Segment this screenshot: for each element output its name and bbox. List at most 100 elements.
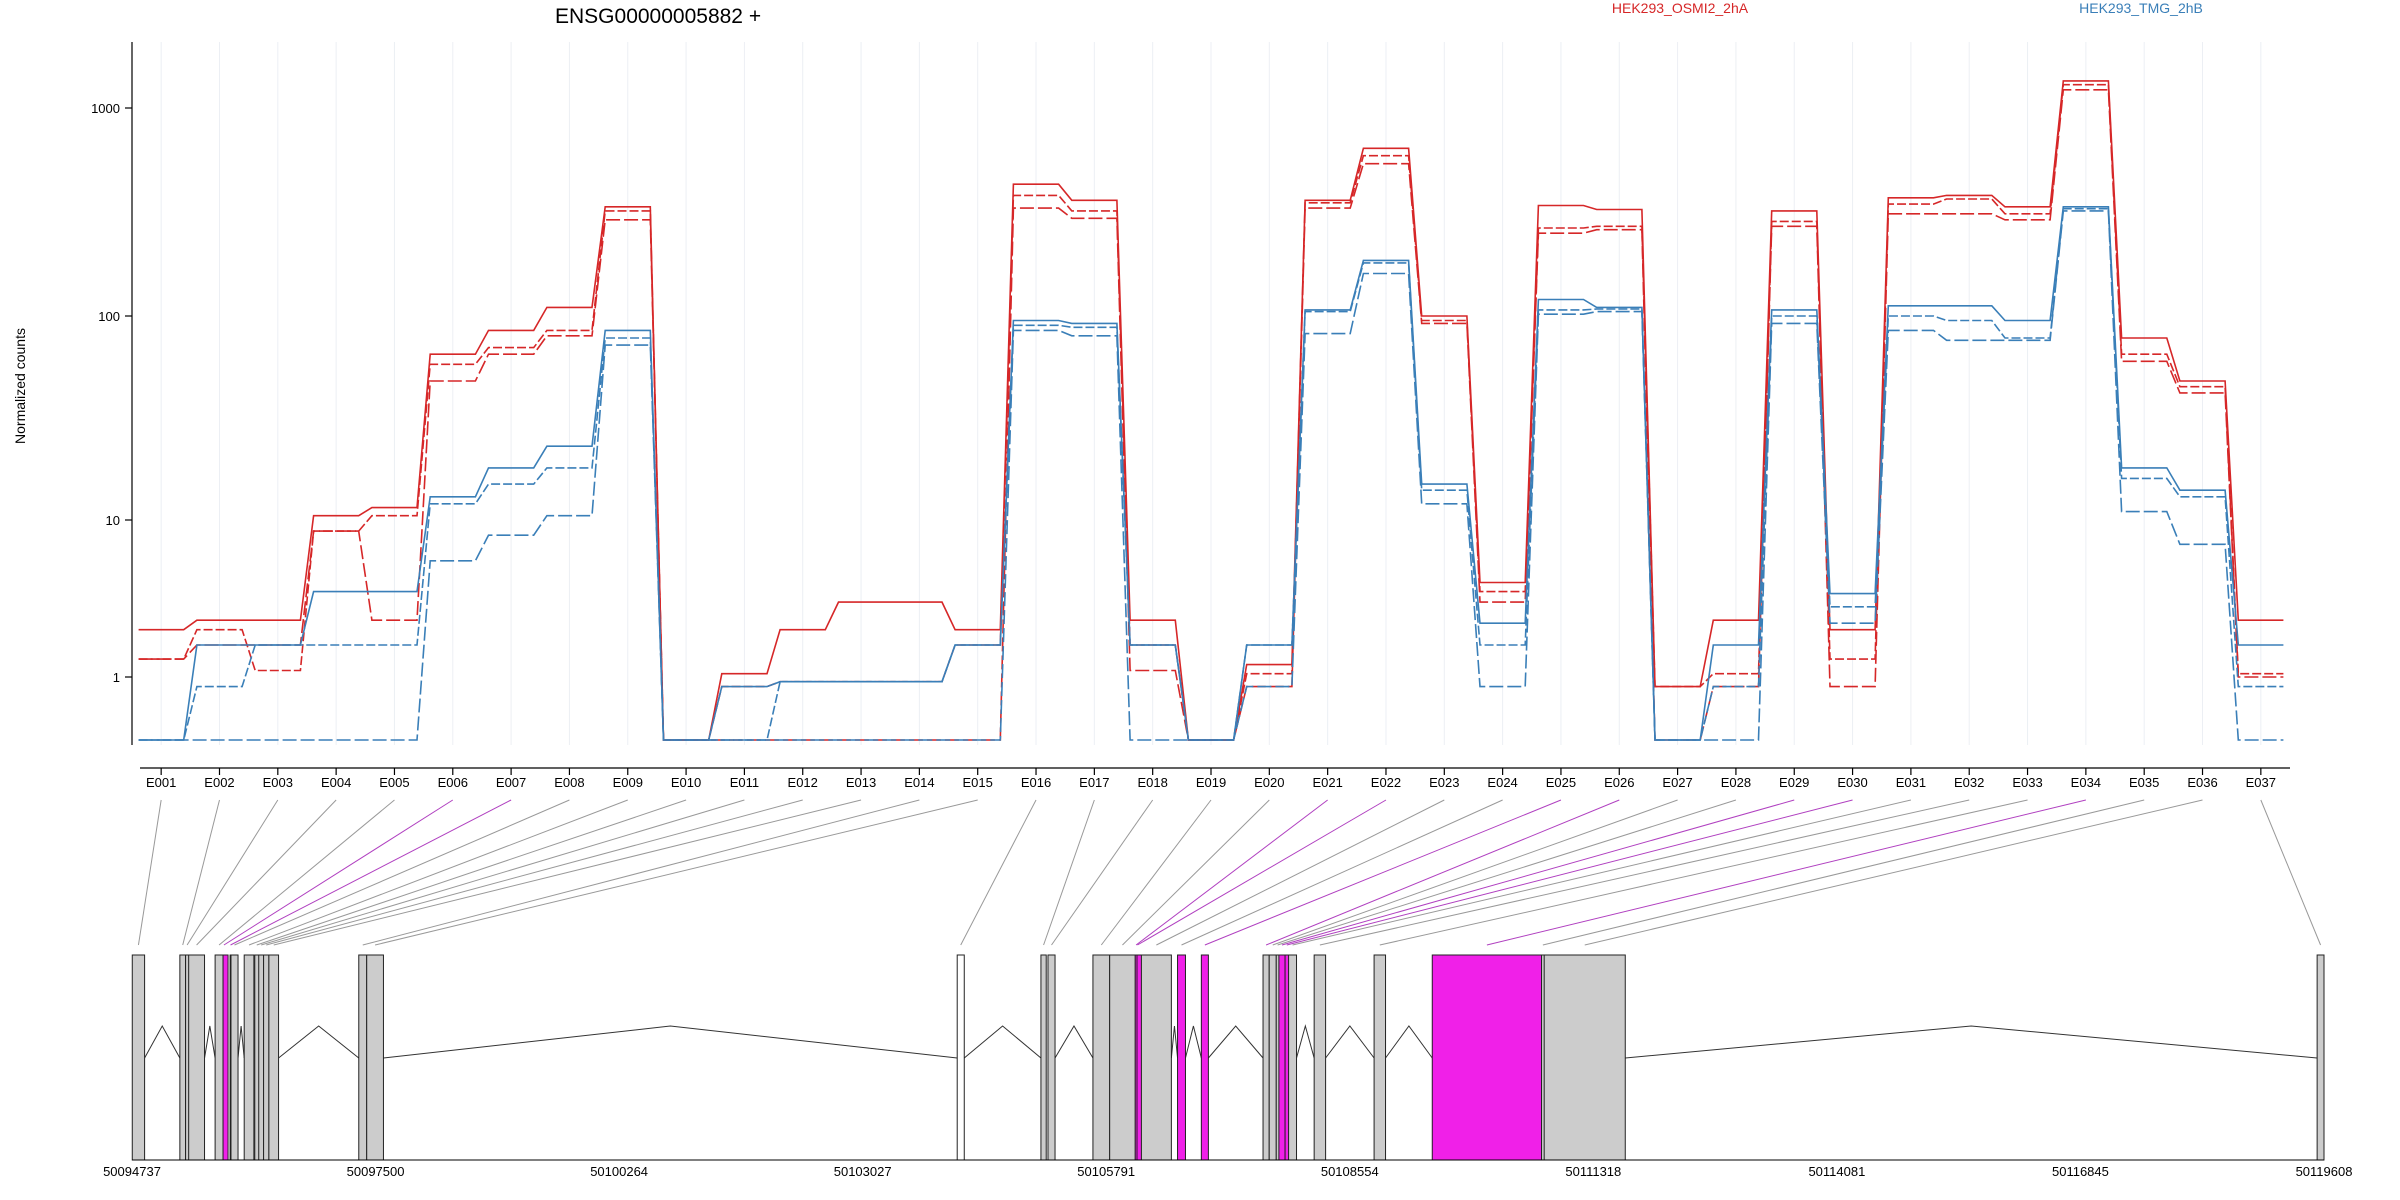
connector-E021	[1135, 799, 1328, 946]
intron-line	[1054, 1025, 1094, 1059]
intron-line	[278, 1025, 360, 1059]
exon-box-E020	[1109, 954, 1136, 1161]
series-line-HEK293_TMG_2hB-rep2	[138, 207, 2284, 741]
series-line-HEK293_TMG_2hB-rep3	[138, 210, 2284, 741]
connector-E008	[234, 799, 570, 946]
intron-line	[383, 1025, 958, 1059]
connector-E020	[1122, 799, 1270, 946]
exon-tick-label: E020	[1254, 775, 1284, 790]
exon-tick-label: E037	[2246, 775, 2276, 790]
genomic-coordinate-label: 50105791	[1077, 1164, 1135, 1179]
exon-box-E009	[243, 954, 255, 1161]
exon-tick-label: E034	[2071, 775, 2101, 790]
exon-box-E024	[1177, 954, 1186, 1161]
exon-tick-label: E025	[1546, 775, 1576, 790]
exon-tick-label: E004	[321, 775, 351, 790]
connector-E036	[1584, 799, 2203, 946]
connector-E009	[248, 799, 628, 946]
connector-E006	[223, 799, 454, 946]
exon-tick-label: E035	[2129, 775, 2159, 790]
connector-E007	[230, 799, 512, 946]
series-lines	[138, 80, 2284, 741]
connector-E033	[1379, 799, 2028, 946]
exon-box-E036	[1543, 954, 1626, 1161]
intron-line	[1625, 1025, 2318, 1059]
exon-tick-label: E033	[2012, 775, 2042, 790]
exon-connectors	[137, 799, 2322, 946]
exon-tick-label: E002	[204, 775, 234, 790]
connector-E026	[1265, 799, 1620, 946]
genomic-coordinate-label: 50119608	[2296, 1164, 2353, 1179]
connector-E018	[1051, 799, 1154, 946]
exon-tick-label: E015	[963, 775, 993, 790]
exon-box-E001	[131, 954, 146, 1161]
intron-line	[1208, 1025, 1264, 1059]
exon-box-E014	[358, 954, 368, 1161]
genomic-coordinate-label: 50094737	[103, 1164, 161, 1179]
exon-box-E018	[1047, 954, 1056, 1161]
chart-title: ENSG00000005882 +	[555, 5, 761, 28]
connector-E029	[1281, 799, 1795, 946]
exon-box-E025	[1200, 954, 1209, 1161]
genomic-coordinate-label: 50103027	[834, 1164, 892, 1179]
connector-E034	[1486, 799, 2086, 946]
connector-E030	[1286, 799, 1853, 946]
exon-tick-label: E030	[1837, 775, 1867, 790]
exon-tick-label: E003	[263, 775, 293, 790]
exon-tick-label: E014	[904, 775, 934, 790]
vertical-grid	[160, 42, 2262, 745]
exon-tick-label: E021	[1312, 775, 1342, 790]
gene-model: 50094737 50097500 50100264 50103027 50105791…	[103, 954, 2353, 1179]
exon-box-E017	[1040, 954, 1047, 1161]
legend-entry-tmg: HEK293_TMG_2hB	[2079, 0, 2203, 16]
exon-box-E031	[1288, 954, 1298, 1161]
intron-line	[1296, 1024, 1315, 1059]
exon-tick-label: E013	[846, 775, 876, 790]
y-axis-label: Normalized counts	[12, 328, 28, 444]
exon-box-E033	[1373, 954, 1387, 1161]
exon-box-E006	[222, 954, 229, 1161]
genomic-coordinate-label: 50097500	[347, 1164, 405, 1179]
exon-box-E019	[1092, 954, 1111, 1161]
genomic-coordinate-label: 50114081	[1808, 1164, 1865, 1179]
exon-tick-label: E027	[1662, 775, 1692, 790]
connector-E004	[196, 799, 337, 946]
connector-E017	[1043, 799, 1095, 946]
genomic-coordinate-label: 50100264	[590, 1164, 648, 1179]
y-tick-label: 1000	[91, 101, 120, 116]
connector-E010	[256, 799, 687, 946]
exon-tick-label: E017	[1079, 775, 1109, 790]
exon-box-E004	[188, 954, 206, 1161]
exon-tick-label: E026	[1604, 775, 1634, 790]
y-tick-label: 1	[113, 670, 120, 685]
exon-box-E023	[1140, 954, 1172, 1161]
intron-line	[1170, 1025, 1179, 1059]
exon-tick-label: E006	[438, 775, 468, 790]
exon-tick-label: E022	[1371, 775, 1401, 790]
intron-line	[144, 1024, 181, 1059]
intron-line	[237, 1025, 245, 1059]
connector-E028	[1277, 799, 1737, 946]
intron-line	[1325, 1025, 1375, 1059]
intron-line	[1385, 1025, 1433, 1059]
connector-E012	[266, 799, 803, 946]
connector-E016	[960, 799, 1037, 946]
exon-box-E011	[258, 954, 265, 1161]
axes: 1 10 100 1000 E001 E002 E003 E004 E005 E006 E007 E0…	[91, 42, 2290, 790]
exon-box-E008	[230, 954, 239, 1161]
exon-tick-label: E010	[671, 775, 701, 790]
connector-E037	[2260, 799, 2322, 946]
connector-E013	[273, 799, 862, 946]
connector-E027	[1272, 799, 1678, 946]
connector-E005	[218, 799, 395, 946]
exon-tick-label: E023	[1429, 775, 1459, 790]
exon-box-E016	[956, 954, 965, 1161]
exon-tick-label: E016	[1021, 775, 1051, 790]
connector-E023	[1156, 799, 1445, 946]
connector-E014	[362, 799, 920, 946]
connector-E035	[1542, 799, 2145, 946]
genomic-coordinate-label: 50116845	[2052, 1164, 2109, 1179]
exon-box-E034	[1431, 954, 1543, 1161]
exon-tick-label: E001	[146, 775, 176, 790]
